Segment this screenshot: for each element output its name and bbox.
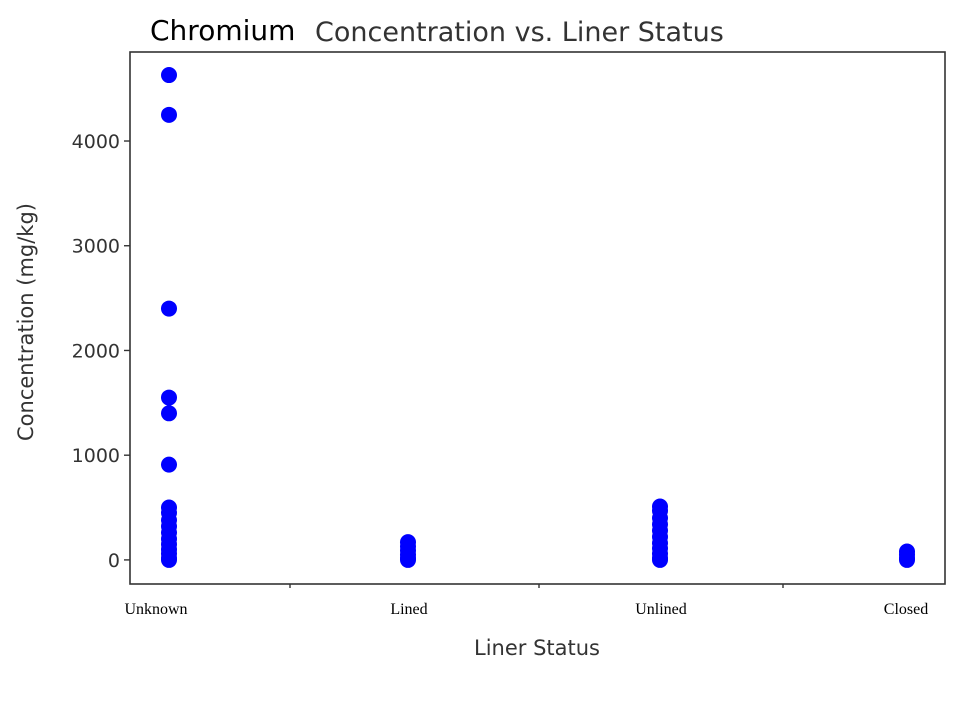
x-tick-label: Closed [884,601,928,618]
y-tick-label: 0 [108,550,120,572]
y-tick-label: 1000 [72,445,120,467]
x-tick-label: Lined [390,601,427,618]
scatter-point [161,456,177,473]
y-tick-label: 4000 [72,131,120,153]
x-tick-label: Unlined [635,601,687,618]
scatter-point [161,300,177,317]
scatter-point [161,106,177,123]
x-axis: Unknown Lined Unlined Closed [124,584,928,618]
scatter-point [161,389,177,406]
scatter-point [400,551,416,568]
y-axis-label: Concentration (mg/kg) [14,203,38,441]
plot-area-frame [129,51,946,585]
x-axis-label: Liner Status [474,636,600,660]
scatter-point [899,551,915,568]
scatter-point [161,551,177,568]
scatter-points [161,67,915,568]
y-axis: 0 1000 2000 3000 4000 [72,131,130,572]
chart-title-prefix: Chromium [150,14,295,47]
chart-title: Concentration vs. Liner Status [315,17,724,48]
scatter-point [161,405,177,422]
y-tick-label: 3000 [72,236,120,258]
scatter-point [652,551,668,568]
y-tick-label: 2000 [72,340,120,362]
x-tick-label: Unknown [124,601,187,618]
scatter-point [161,67,177,84]
